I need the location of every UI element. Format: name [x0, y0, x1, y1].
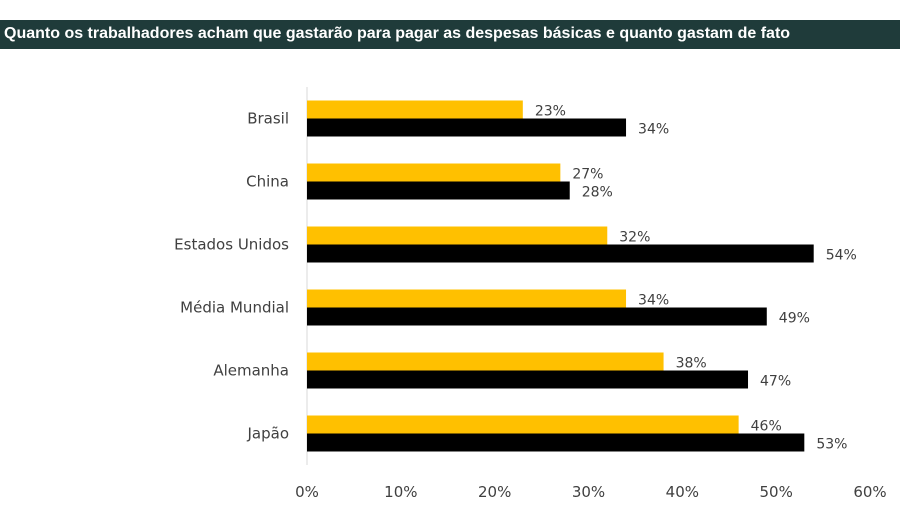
- bar-actual: [307, 244, 814, 263]
- bar-expected: [307, 289, 627, 308]
- bar-expected: [307, 352, 664, 371]
- value-label-expected: 23%: [535, 104, 566, 120]
- x-tick-label: 40%: [666, 483, 699, 501]
- value-label-expected: 38%: [676, 356, 707, 372]
- chart-title: Quanto os trabalhadores acham que gastar…: [4, 25, 791, 42]
- value-label-actual: 34%: [638, 122, 669, 138]
- bar-actual: [307, 433, 805, 452]
- x-tick-label: 50%: [759, 483, 792, 501]
- value-label-actual: 49%: [779, 311, 810, 327]
- value-label-actual: 53%: [816, 437, 847, 453]
- value-label-expected: 46%: [751, 419, 782, 435]
- category-label: Japão: [246, 425, 289, 443]
- value-label-expected: 27%: [572, 167, 603, 183]
- bar-expected: [307, 415, 739, 434]
- bar-actual: [307, 307, 767, 326]
- x-tick-label: 60%: [853, 483, 886, 501]
- x-tick-label: 10%: [384, 483, 417, 501]
- bar-actual: [307, 118, 627, 137]
- value-label-expected: 32%: [619, 230, 650, 246]
- value-label-actual: 28%: [582, 185, 613, 201]
- bar-expected: [307, 226, 608, 245]
- category-label: China: [246, 173, 289, 191]
- bar-expected: [307, 100, 523, 119]
- x-tick-label: 20%: [478, 483, 511, 501]
- category-label: Alemanha: [213, 362, 289, 380]
- x-tick-label: 30%: [572, 483, 605, 501]
- value-label-expected: 34%: [638, 293, 669, 309]
- category-label: Média Mundial: [180, 299, 289, 317]
- x-tick-label: 0%: [295, 483, 319, 501]
- category-label: Brasil: [247, 110, 289, 128]
- bar-actual: [307, 181, 570, 200]
- value-label-actual: 47%: [760, 374, 791, 390]
- category-label: Estados Unidos: [174, 236, 289, 254]
- bar-expected: [307, 163, 561, 182]
- title-bar: Quanto os trabalhadores acham que gastar…: [0, 20, 900, 49]
- value-label-actual: 54%: [826, 248, 857, 264]
- bar-actual: [307, 370, 749, 389]
